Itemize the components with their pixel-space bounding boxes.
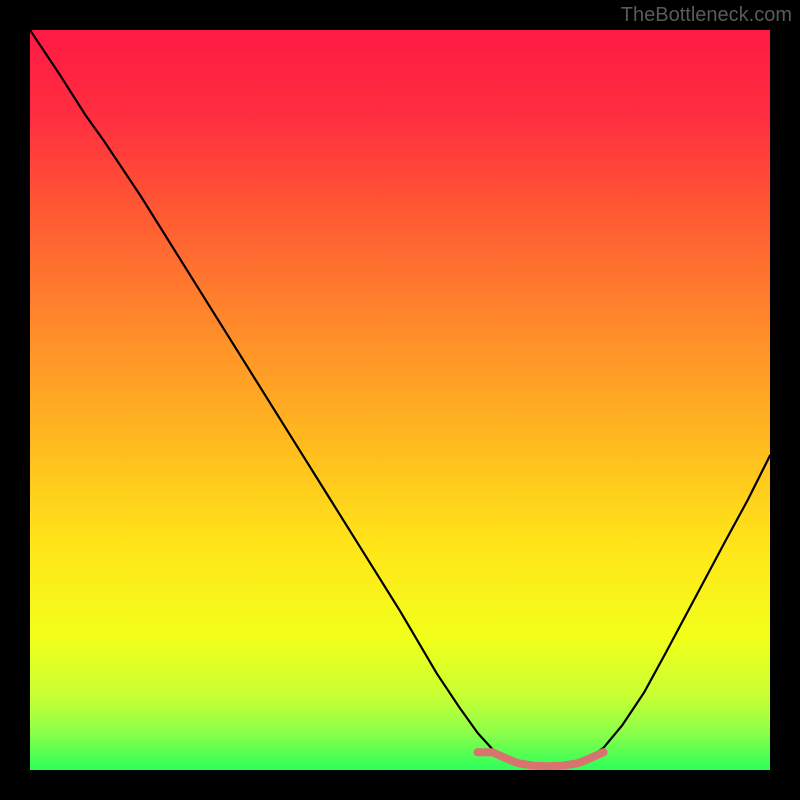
chart-svg	[30, 30, 770, 770]
chart-background	[30, 30, 770, 770]
watermark-text: TheBottleneck.com	[621, 4, 792, 27]
chart-plot-area	[30, 30, 770, 770]
